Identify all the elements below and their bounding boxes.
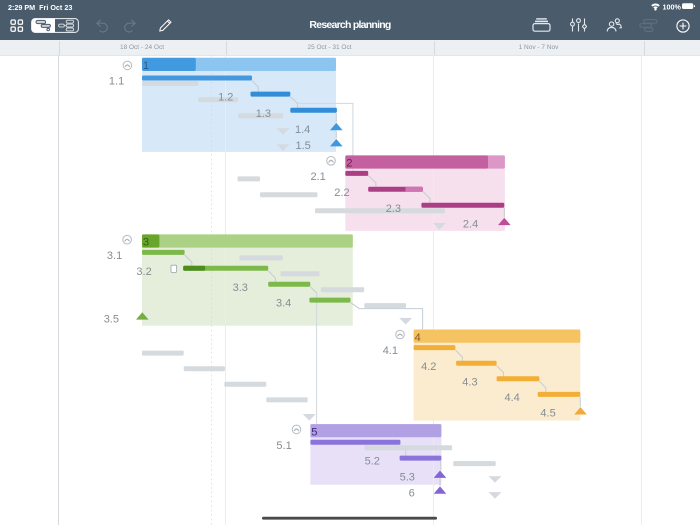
svg-text:1.1: 1.1 (109, 76, 124, 88)
svg-text:4.2: 4.2 (421, 361, 436, 373)
svg-text:2: 2 (346, 158, 352, 170)
svg-text:5.1: 5.1 (276, 440, 291, 452)
svg-text:2.1: 2.1 (311, 171, 326, 183)
svg-text:1.3: 1.3 (256, 108, 271, 120)
svg-text:4: 4 (415, 332, 421, 344)
svg-text:2.3: 2.3 (386, 203, 401, 215)
svg-text:1: 1 (143, 60, 149, 72)
svg-text:5.2: 5.2 (365, 456, 380, 468)
svg-text:4.4: 4.4 (505, 392, 520, 404)
svg-text:3.4: 3.4 (276, 298, 291, 310)
svg-text:4.3: 4.3 (462, 376, 477, 388)
svg-text:2.4: 2.4 (463, 219, 478, 231)
svg-text:3.5: 3.5 (104, 314, 119, 326)
svg-text:4.1: 4.1 (383, 345, 398, 357)
svg-text:100%: 100% (663, 2, 682, 11)
svg-text:1.2: 1.2 (218, 92, 233, 104)
svg-text:1.5: 1.5 (296, 140, 311, 152)
svg-text:5: 5 (311, 426, 317, 438)
svg-text:5.3: 5.3 (400, 472, 415, 484)
svg-text:3.1: 3.1 (107, 250, 122, 262)
svg-text:3.3: 3.3 (233, 282, 248, 294)
svg-text:2.2: 2.2 (334, 187, 349, 199)
svg-text:3.2: 3.2 (136, 266, 151, 278)
svg-text:1.4: 1.4 (295, 124, 310, 136)
svg-text:6: 6 (409, 487, 415, 499)
svg-text:3: 3 (143, 237, 149, 249)
svg-text:4.5: 4.5 (540, 408, 555, 420)
